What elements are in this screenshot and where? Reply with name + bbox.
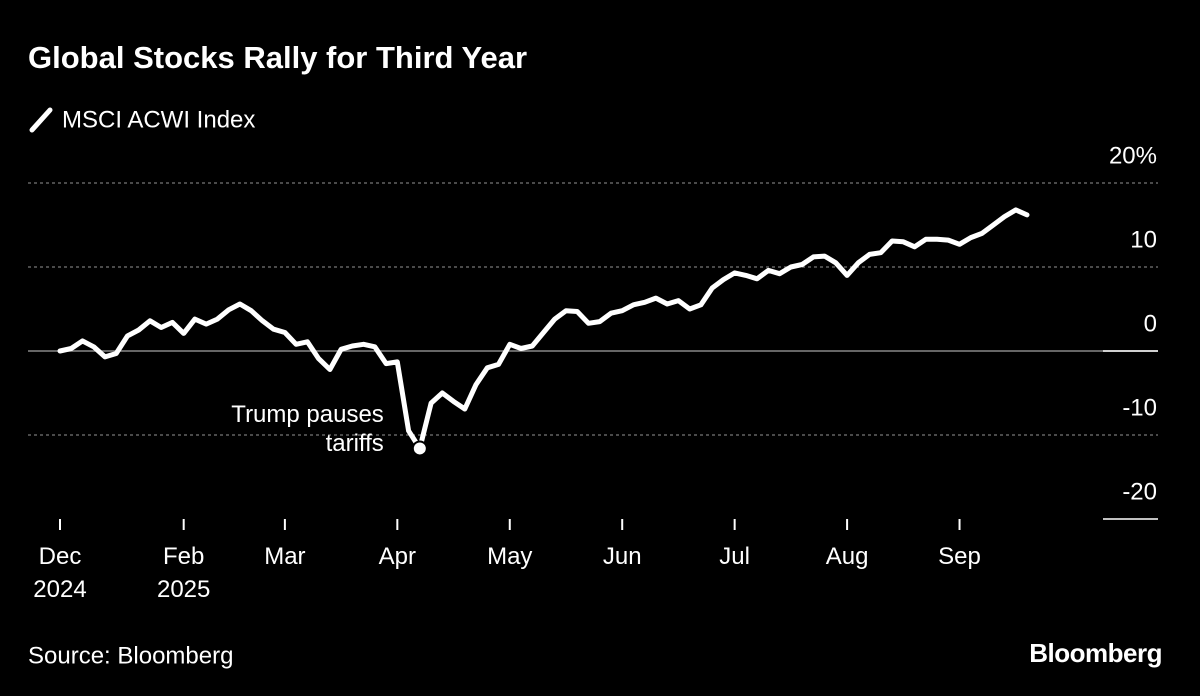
- source: Source: Bloomberg: [28, 642, 233, 669]
- x-tick-label: May: [487, 543, 532, 570]
- y-tick-label: -20: [1122, 478, 1157, 505]
- x-tick-label-line: Mar: [264, 543, 305, 570]
- series-line: [57, 207, 1030, 451]
- x-tick-label: Feb 2025: [157, 543, 210, 603]
- y-tick-label: 0: [1144, 310, 1157, 337]
- x-tick-label: Jun: [603, 543, 642, 570]
- y-tick-label: 20%: [1109, 142, 1157, 169]
- x-tick-label-line: Jul: [719, 543, 750, 570]
- x-tick-label: Aug: [826, 543, 869, 570]
- x-tick-label-line: Apr: [379, 543, 416, 570]
- x-tick-label: Jul: [719, 543, 750, 570]
- x-tick-label-line: 2025: [157, 576, 210, 603]
- x-tick-label: Dec 2024: [33, 543, 86, 603]
- x-tick-label-line: 2024: [33, 576, 86, 603]
- annotation-dot: [411, 440, 428, 457]
- x-tick-label: Apr: [379, 543, 416, 570]
- annotation-text: tariffs: [326, 430, 384, 457]
- annotation-text: Trump pauses: [231, 401, 384, 428]
- x-tick-label: Sep: [938, 543, 981, 570]
- legend-label: MSCI ACWI Index: [62, 106, 255, 133]
- brand-logo: Bloomberg: [1029, 638, 1162, 668]
- x-tick-label-line: May: [487, 543, 532, 570]
- x-tick-label-line: Sep: [938, 543, 981, 570]
- x-tick-label-line: Feb: [163, 543, 204, 570]
- y-tick-label: -10: [1122, 394, 1157, 421]
- x-tick-label-line: Aug: [826, 543, 869, 570]
- y-tick-label: 10: [1130, 226, 1157, 253]
- chart-title: Global Stocks Rally for Third Year: [28, 40, 527, 75]
- x-tick-label-line: Jun: [603, 543, 642, 570]
- legend-swatch: [29, 107, 53, 133]
- x-tick-label: Mar: [264, 543, 305, 570]
- x-tick-label-line: Dec: [39, 543, 82, 570]
